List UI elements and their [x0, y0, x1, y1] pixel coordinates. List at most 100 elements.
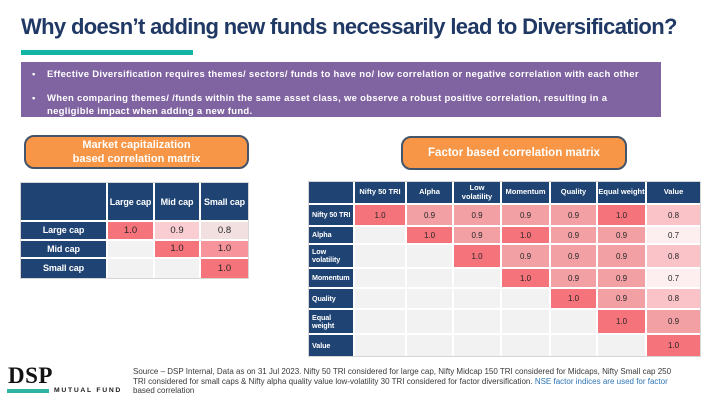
market-cap-correlation-table: Large cap Mid cap Small cap Large cap 1.0 0.9…: [21, 183, 248, 278]
matrix-row-label: Low volatility: [309, 245, 355, 269]
matrix-row-label: Quality: [309, 289, 355, 310]
matrix-row: Equal weight 1.0 0.9: [309, 310, 700, 335]
matrix-column-header: Alpha: [407, 182, 454, 205]
matrix-value-cell: 1.0: [407, 227, 454, 245]
matrix-value-cell: [155, 259, 201, 278]
dsp-logo-teal-bar: [7, 389, 49, 393]
matrix-value-cell: [454, 335, 502, 356]
matrix-value-cell: 0.9: [598, 269, 647, 289]
matrix-value-cell: 0.7: [647, 227, 700, 245]
matrix-row: Low volatility 1.0 0.9 0.9 0.9 0.8: [309, 245, 700, 269]
matrix-value-cell: 0.9: [551, 269, 598, 289]
matrix-header-row: Nifty 50 TRI Alpha Low volatility Momentum Q…: [309, 182, 700, 205]
matrix-corner-cell: [21, 183, 108, 222]
callout-bullet-2: • When comparing themes/ /funds within th…: [32, 92, 651, 118]
matrix-value-cell: 0.9: [551, 227, 598, 245]
dsp-logo-subtext: MUTUAL FUND: [54, 387, 123, 394]
matrix-column-header: Mid cap: [155, 183, 201, 222]
source-note: Source – DSP Internal, Data as on 31 Jul…: [133, 367, 678, 396]
matrix-column-header: Low volatility: [454, 182, 502, 205]
matrix-row: Value 1.0: [309, 335, 700, 356]
market-cap-matrix-label-button: Market capitalization based correlation …: [24, 135, 249, 169]
matrix-value-cell: 0.7: [647, 269, 700, 289]
matrix-column-header: Quality: [551, 182, 598, 205]
matrix-value-cell: 0.9: [502, 205, 551, 227]
matrix-row-label: Mid cap: [21, 240, 108, 259]
factor-matrix-label-line-1: Factor based correlation matrix: [428, 146, 600, 159]
matrix-value-cell: [355, 269, 407, 289]
matrix-value-cell: 0.8: [647, 205, 700, 227]
matrix-row: Alpha 1.0 0.9 1.0 0.9 0.9 0.7: [309, 227, 700, 245]
matrix-value-cell: 0.9: [454, 205, 502, 227]
callout-bullet-1: • Effective Diversification requires them…: [32, 68, 651, 81]
matrix-value-cell: [407, 289, 454, 310]
matrix-value-cell: [407, 310, 454, 335]
key-points-callout: • Effective Diversification requires them…: [21, 62, 661, 117]
matrix-value-cell: [454, 310, 502, 335]
matrix-value-cell: [108, 240, 155, 259]
matrix-value-cell: [454, 289, 502, 310]
matrix-value-cell: [355, 289, 407, 310]
matrix-row-label: Large cap: [21, 222, 108, 241]
matrix-value-cell: 1.0: [108, 222, 155, 241]
matrix-row: Small cap 1.0: [21, 259, 248, 278]
matrix-value-cell: 1.0: [598, 205, 647, 227]
matrix-value-cell: 0.9: [598, 245, 647, 269]
matrix-value-cell: 0.9: [647, 310, 700, 335]
matrix-value-cell: 0.8: [201, 222, 248, 241]
matrix-value-cell: [407, 245, 454, 269]
matrix-value-cell: 1.0: [201, 240, 248, 259]
matrix-row: Momentum 1.0 0.9 0.9 0.7: [309, 269, 700, 289]
matrix-value-cell: 0.8: [647, 245, 700, 269]
title-underline-accent: [21, 50, 193, 55]
matrix-row: Quality 1.0 0.9 0.8: [309, 289, 700, 310]
matrix-value-cell: [502, 335, 551, 356]
dsp-logo-text: DSP: [8, 363, 53, 388]
matrix-value-cell: 1.0: [647, 335, 700, 356]
matrix-value-cell: 0.9: [551, 245, 598, 269]
matrix-column-header: Large cap: [108, 183, 155, 222]
matrix-value-cell: [551, 335, 598, 356]
matrix-value-cell: 0.9: [598, 227, 647, 245]
matrix-row: Large cap 1.0 0.9 0.8: [21, 222, 248, 241]
matrix-value-cell: 1.0: [551, 289, 598, 310]
matrix-value-cell: [551, 310, 598, 335]
matrix-value-cell: 1.0: [201, 259, 248, 278]
source-note-tail: based correlation: [133, 386, 195, 396]
dsp-logo: DSP MUTUAL FUND: [7, 360, 127, 398]
matrix-value-cell: [355, 335, 407, 356]
matrix-value-cell: 0.9: [407, 205, 454, 227]
matrix-row: Mid cap 1.0 1.0: [21, 240, 248, 259]
market-cap-matrix-label-line-1: Market capitalization: [82, 139, 191, 151]
matrix-column-header: Momentum: [502, 182, 551, 205]
matrix-header-row: Large cap Mid cap Small cap: [21, 183, 248, 222]
matrix-row-label: Value: [309, 335, 355, 356]
matrix-value-cell: 1.0: [155, 240, 201, 259]
factor-correlation-table: Nifty 50 TRI Alpha Low volatility Momentum Q…: [309, 182, 700, 356]
source-note-highlight: NSE factor indices are used for factor: [534, 376, 668, 386]
matrix-value-cell: [454, 269, 502, 289]
matrix-value-cell: 0.9: [551, 205, 598, 227]
matrix-value-cell: 0.9: [454, 227, 502, 245]
factor-matrix-label-button: Factor based correlation matrix: [401, 136, 627, 170]
factor-correlation-matrix: Nifty 50 TRI Alpha Low volatility Momentum Q…: [308, 181, 701, 357]
matrix-value-cell: 1.0: [502, 269, 551, 289]
matrix-column-header: Small cap: [201, 183, 248, 222]
bullet-dot-icon: •: [32, 93, 36, 104]
matrix-row-label: Alpha: [309, 227, 355, 245]
matrix-value-cell: 1.0: [502, 227, 551, 245]
matrix-row-label: Momentum: [309, 269, 355, 289]
matrix-value-cell: [407, 269, 454, 289]
matrix-row-label: Small cap: [21, 259, 108, 278]
market-cap-matrix-label-line-2: based correlation matrix: [72, 153, 201, 165]
matrix-value-cell: [502, 310, 551, 335]
matrix-value-cell: [502, 289, 551, 310]
matrix-value-cell: [598, 335, 647, 356]
matrix-row: Nifty 50 TRI 1.0 0.9 0.9 0.9 0.9 1.0 0.8: [309, 205, 700, 227]
matrix-value-cell: [355, 310, 407, 335]
source-note-main: Source – DSP Internal, Data as on 31 Jul…: [133, 367, 672, 386]
matrix-column-header: Equal weight: [598, 182, 647, 205]
matrix-corner-cell: [309, 182, 355, 205]
matrix-value-cell: [355, 245, 407, 269]
